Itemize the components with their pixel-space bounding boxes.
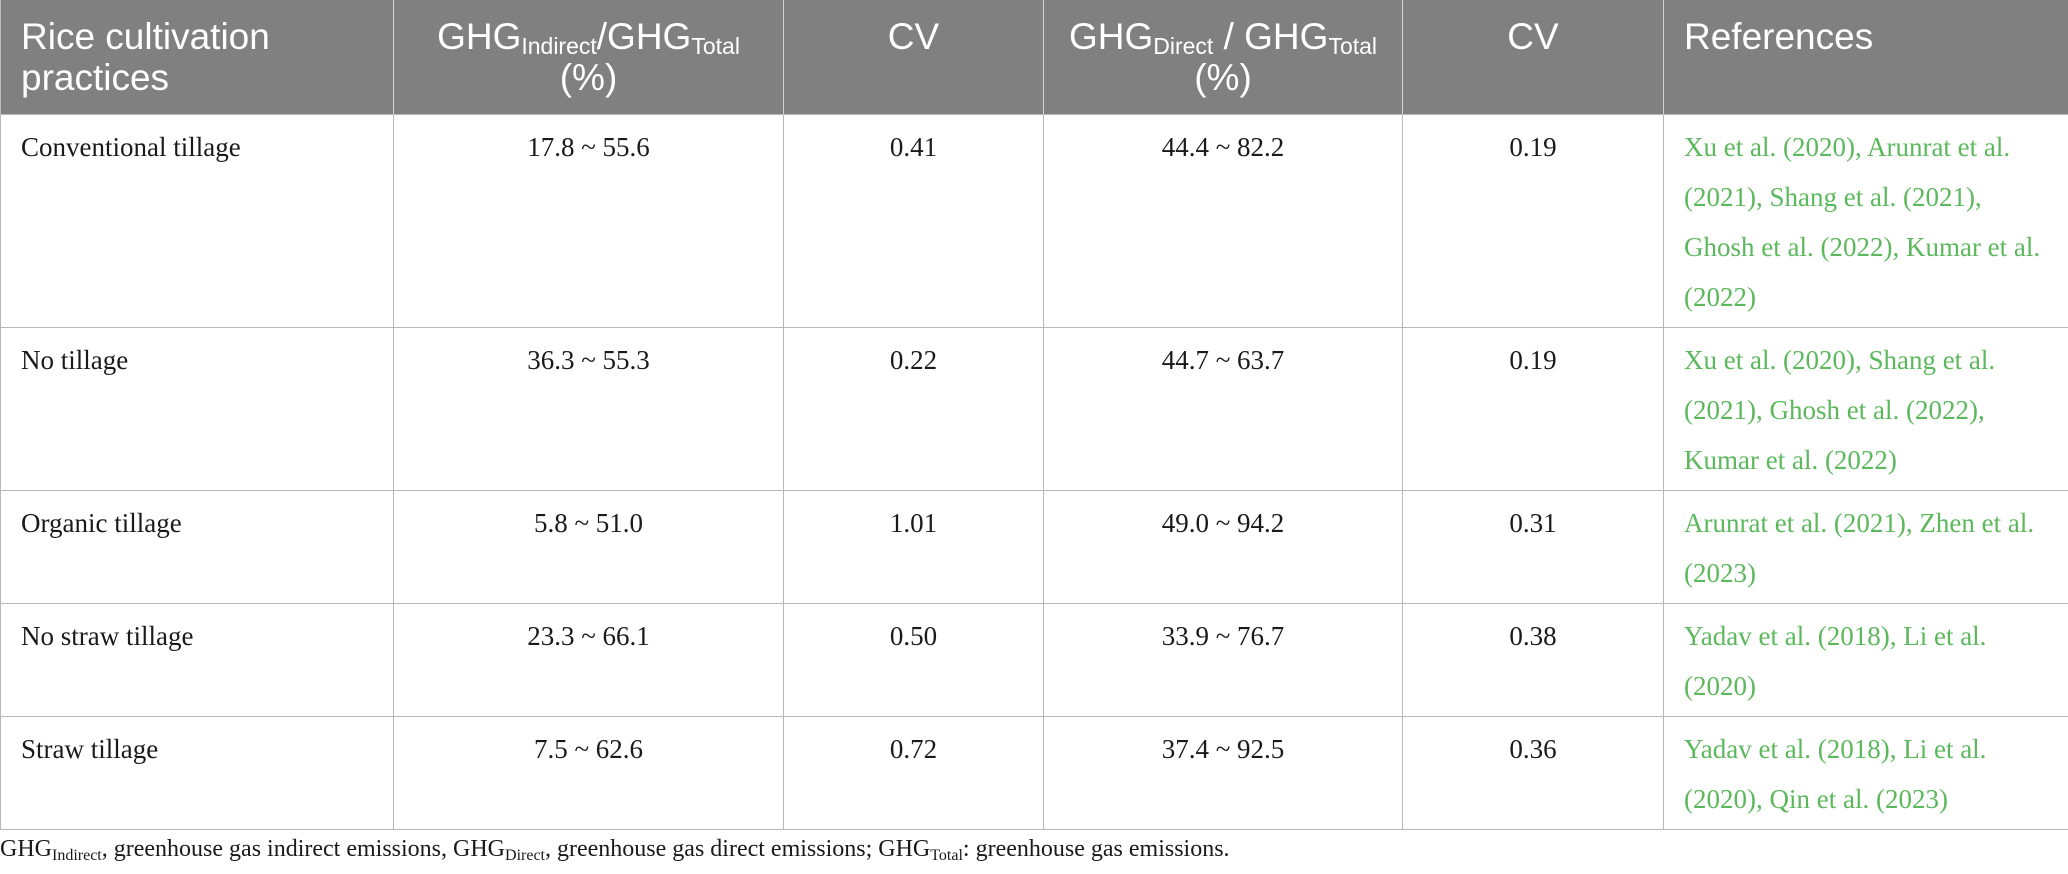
cell-cv-indirect: 1.01 — [783, 489, 1044, 604]
cell-direct: 44.4 ~ 82.2 — [1043, 113, 1403, 328]
header-cv-indirect: CV — [783, 0, 1044, 114]
cell-cv-direct: 0.19 — [1402, 326, 1664, 491]
cell-practice: Conventional tillage — [0, 113, 394, 328]
header-indirect-total-sub: Total — [691, 33, 740, 59]
cell-cv-indirect: 0.72 — [783, 715, 1044, 830]
table-footnote: GHGIndirect, greenhouse gas indirect emi… — [0, 836, 1230, 864]
cell-practice: Straw tillage — [0, 715, 394, 830]
cell-references-link[interactable]: Xu et al. (2020), Shang et al. (2021), G… — [1663, 326, 2068, 491]
cell-references-link[interactable]: Arunrat et al. (2021), Zhen et al. (2023… — [1663, 489, 2068, 604]
cell-indirect: 5.8 ~ 51.0 — [393, 489, 784, 604]
cell-indirect: 17.8 ~ 55.6 — [393, 113, 784, 328]
cell-references-link[interactable]: Yadav et al. (2018), Li et al. (2020), Q… — [1663, 715, 2068, 830]
header-indirect-sub: Indirect — [521, 33, 597, 59]
footnote-part: GHG — [0, 836, 52, 862]
table-row: Conventional tillage 17.8 ~ 55.6 0.41 44… — [0, 113, 2068, 328]
table-row: No tillage 36.3 ~ 55.3 0.22 44.7 ~ 63.7 … — [0, 326, 2068, 491]
cell-indirect: 23.3 ~ 66.1 — [393, 602, 784, 717]
footnote-sub: Total — [930, 847, 963, 864]
cell-cv-direct: 0.19 — [1402, 113, 1664, 328]
cell-direct: 37.4 ~ 92.5 — [1043, 715, 1403, 830]
cell-practice: No tillage — [0, 326, 394, 491]
header-direct-unit: (%) — [1194, 57, 1252, 98]
header-direct-mid: / GHG — [1213, 16, 1329, 57]
cell-indirect: 7.5 ~ 62.6 — [393, 715, 784, 830]
cell-direct: 44.7 ~ 63.7 — [1043, 326, 1403, 491]
data-table: Rice cultivation practices GHGIndirect/G… — [0, 0, 2068, 830]
table-body: Conventional tillage 17.8 ~ 55.6 0.41 44… — [0, 113, 2068, 830]
table-row: Straw tillage 7.5 ~ 62.6 0.72 37.4 ~ 92.… — [0, 715, 2068, 830]
cell-cv-indirect: 0.50 — [783, 602, 1044, 717]
table-header: Rice cultivation practices GHGIndirect/G… — [0, 0, 2068, 114]
table-row: No straw tillage 23.3 ~ 66.1 0.50 33.9 ~… — [0, 602, 2068, 717]
cell-cv-direct: 0.36 — [1402, 715, 1664, 830]
cell-cv-indirect: 0.41 — [783, 113, 1044, 328]
header-direct-main: GHG — [1068, 16, 1154, 57]
header-direct-total-sub: Total — [1328, 33, 1378, 59]
footnote-part: , greenhouse gas indirect emissions, GHG — [101, 836, 506, 862]
cell-cv-indirect: 0.22 — [783, 326, 1044, 491]
cell-practice: Organic tillage — [0, 489, 394, 604]
header-direct-ratio: GHGDirect / GHGTotal (%) — [1043, 0, 1403, 114]
header-indirect-mid: /GHG — [596, 16, 692, 57]
cell-practice: No straw tillage — [0, 602, 394, 717]
footnote-sub: Direct — [505, 847, 545, 864]
header-indirect-ratio: GHGIndirect/GHGTotal (%) — [393, 0, 784, 114]
footnote-part: : greenhouse gas emissions. — [962, 836, 1230, 862]
table-row: Organic tillage 5.8 ~ 51.0 1.01 49.0 ~ 9… — [0, 489, 2068, 604]
header-indirect-unit: (%) — [559, 57, 618, 98]
cell-cv-direct: 0.31 — [1402, 489, 1664, 604]
header-row: Rice cultivation practices GHGIndirect/G… — [0, 0, 2068, 114]
header-references: References — [1663, 0, 2068, 114]
cell-references-link[interactable]: Yadav et al. (2018), Li et al. (2020) — [1663, 602, 2068, 717]
table-container: Rice cultivation practices GHGIndirect/G… — [0, 0, 2068, 830]
header-cv-direct: CV — [1402, 0, 1664, 114]
header-direct-sub: Direct — [1153, 33, 1214, 59]
cell-references-link[interactable]: Xu et al. (2020), Arunrat et al. (2021),… — [1663, 113, 2068, 328]
cell-indirect: 36.3 ~ 55.3 — [393, 326, 784, 491]
cell-cv-direct: 0.38 — [1402, 602, 1664, 717]
cell-direct: 49.0 ~ 94.2 — [1043, 489, 1403, 604]
header-practice: Rice cultivation practices — [0, 0, 394, 114]
cell-direct: 33.9 ~ 76.7 — [1043, 602, 1403, 717]
header-indirect-main: GHG — [437, 16, 522, 57]
footnote-sub: Indirect — [52, 847, 102, 864]
footnote-part: , greenhouse gas direct emissions; GHG — [545, 836, 931, 862]
